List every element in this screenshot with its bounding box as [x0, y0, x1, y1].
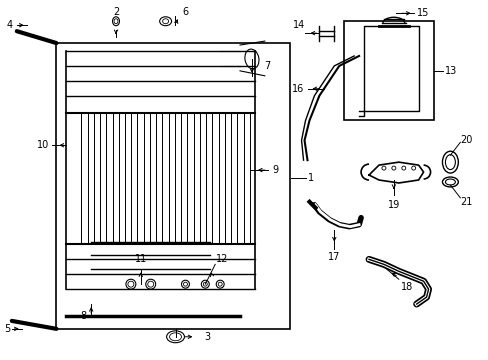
Text: 5: 5 — [4, 324, 10, 334]
Bar — [56, 43, 289, 329]
Text: 13: 13 — [445, 66, 457, 76]
Text: 14: 14 — [293, 20, 305, 30]
Text: 11: 11 — [134, 255, 146, 264]
Text: 2: 2 — [113, 7, 119, 17]
Text: 9: 9 — [272, 165, 278, 175]
Text: 1: 1 — [308, 173, 314, 183]
Text: 10: 10 — [38, 140, 50, 150]
Text: 16: 16 — [291, 84, 303, 94]
Text: 12: 12 — [216, 255, 228, 264]
Text: 21: 21 — [459, 197, 471, 207]
Text: 4: 4 — [7, 20, 13, 30]
Bar — [344, 21, 433, 121]
Text: 20: 20 — [459, 135, 471, 145]
Text: 18: 18 — [400, 282, 412, 292]
Text: 6: 6 — [182, 7, 188, 17]
Text: 7: 7 — [263, 61, 269, 71]
Text: 3: 3 — [204, 332, 210, 342]
Text: 15: 15 — [417, 8, 429, 18]
Text: 8: 8 — [80, 311, 86, 321]
Text: 19: 19 — [387, 200, 399, 210]
Text: 17: 17 — [327, 252, 340, 262]
